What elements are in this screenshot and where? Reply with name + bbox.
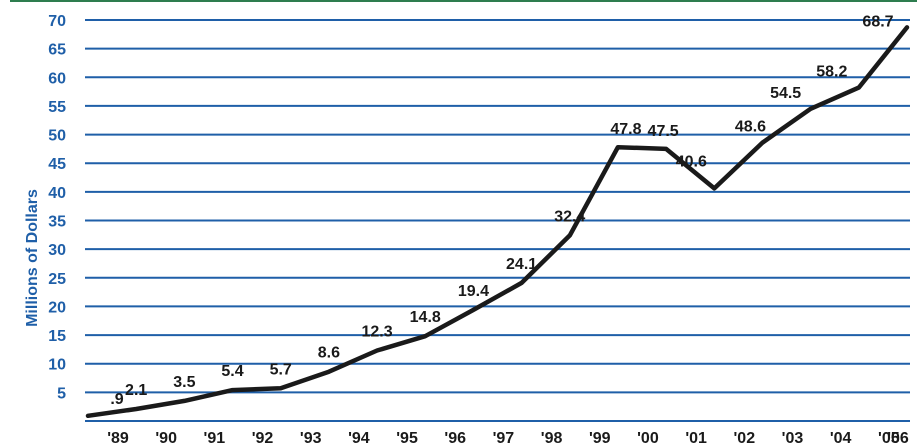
x-tick-12: '01 [685,430,707,447]
y-tick-25: 25 [48,271,66,288]
data-label-16: 58.2 [816,64,847,81]
x-tick-2: '91 [204,430,226,447]
x-tick-3: '92 [252,430,274,447]
y-axis-tick-labels: 5 10 15 20 25 30 35 40 45 50 55 60 65 70 [48,13,66,402]
data-label-3: 5.4 [221,363,243,380]
data-label-6: 12.3 [361,324,392,341]
x-tick-8: '97 [493,430,515,447]
data-label-2: 3.5 [173,374,195,391]
y-axis-label: Millions of Dollars [24,189,41,327]
y-tick-60: 60 [48,70,66,87]
y-tick-30: 30 [48,242,66,259]
data-label-0: .9 [110,391,123,408]
data-labels: .92.1 3.5 5.4 5.7 8.6 12.3 14.8 19.4 24.1 32.4 47.… [110,13,893,407]
x-tick-11: '00 [637,430,659,447]
data-label-10: 32.4 [554,208,585,225]
data-label-1: 2.1 [125,382,147,399]
data-label-15: 54.5 [770,85,801,102]
y-tick-10: 10 [48,357,66,374]
x-axis-tick-labels: '89 '90 '91 '92 '93 '94 '95 '96 '97 '98 '99 '00 '01 '… [107,430,909,447]
y-tick-55: 55 [48,99,66,116]
y-tick-45: 45 [48,156,66,173]
data-label-8: 19.4 [458,283,489,300]
data-label-9: 24.1 [506,256,537,273]
data-label-17: 68.7 [862,13,893,30]
y-tick-65: 65 [48,42,66,59]
y-tick-5: 5 [57,385,66,402]
x-tick-7: '96 [444,430,466,447]
data-label-11: 47.8 [610,121,641,138]
x-tick-9: '98 [541,430,563,447]
x-tick-5: '94 [348,430,370,447]
data-label-5: 8.6 [318,345,340,362]
data-series [85,25,910,419]
top-rule [10,0,917,2]
data-label-4: 5.7 [270,361,292,378]
x-tick-16: '05 [878,430,900,447]
y-tick-40: 40 [48,185,66,202]
x-tick-1: '90 [155,430,177,447]
x-tick-10: '99 [589,430,611,447]
x-tick-4: '93 [300,430,322,447]
x-tick-17: '06 [887,430,909,447]
gridlines [85,19,910,422]
y-tick-50: 50 [48,128,66,145]
y-tick-15: 15 [48,328,66,345]
x-tick-15: '04 [830,430,852,447]
data-label-12: 47.5 [648,123,679,140]
data-label-14: 48.6 [735,119,766,136]
x-tick-14: '03 [782,430,804,447]
y-tick-70: 70 [48,13,66,30]
y-tick-35: 35 [48,214,66,231]
x-tick-13: '02 [733,430,755,447]
x-tick-6: '95 [396,430,418,447]
series-line [85,25,910,419]
data-label-7: 14.8 [410,309,441,326]
y-tick-20: 20 [48,299,66,316]
data-label-13: 40.6 [676,153,707,170]
x-tick-0: '89 [107,430,129,447]
